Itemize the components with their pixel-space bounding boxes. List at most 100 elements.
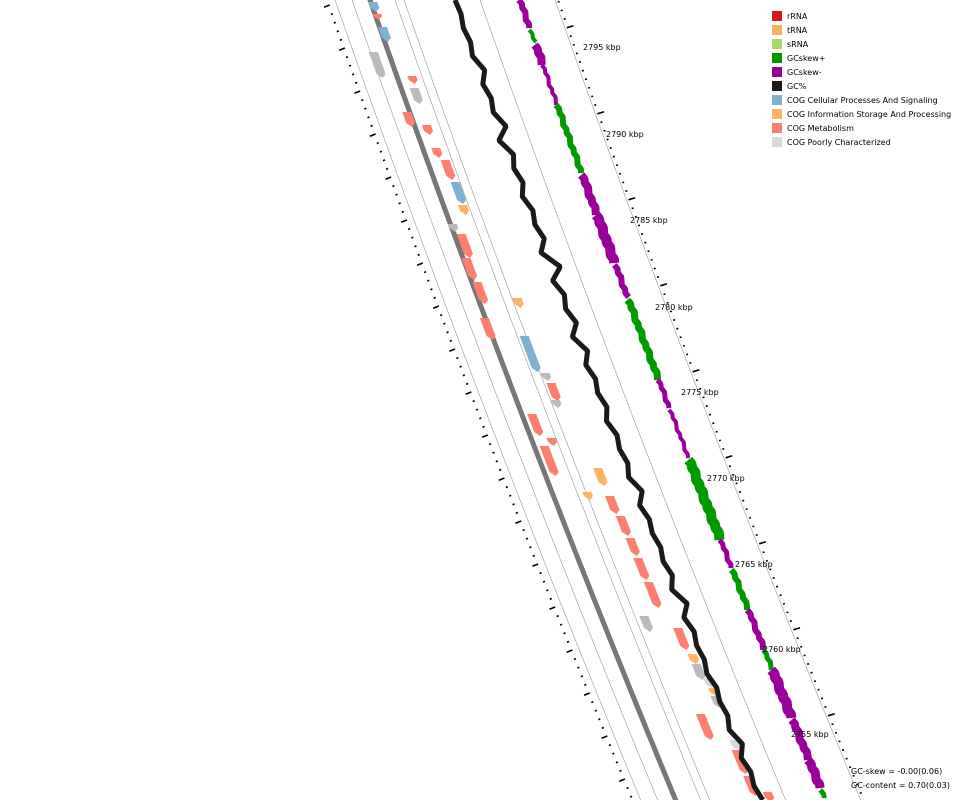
minor-tick	[601, 726, 605, 730]
legend-item-gcskew-minus: GCskew-	[772, 65, 951, 79]
minor-tick	[629, 795, 633, 798]
major-tick	[416, 262, 424, 267]
minor-tick	[482, 425, 485, 429]
minor-tick	[354, 81, 358, 85]
minor-tick	[367, 116, 370, 119]
minor-tick	[478, 417, 482, 420]
cog-feature	[633, 558, 650, 580]
tick-label: 2775 kbp	[681, 388, 719, 397]
legend-item-srna: sRNA	[772, 37, 951, 51]
gc-skew-negative	[717, 538, 734, 569]
legend-item-gcskew-plus: GCskew+	[772, 51, 951, 65]
minor-tick	[498, 468, 502, 472]
minor-tick	[398, 202, 401, 205]
legend: rRNA tRNA sRNA GCskew+ GCskew- GC% COG C…	[772, 9, 951, 149]
cog-feature	[512, 298, 524, 308]
gc-skew-negative	[516, 0, 533, 29]
minor-tick	[345, 55, 349, 59]
cog-feature	[615, 516, 632, 536]
minor-tick	[475, 408, 479, 411]
gc-content-track	[452, 0, 765, 800]
major-tick	[566, 25, 574, 29]
minor-tick	[492, 451, 495, 454]
guide-line	[351, 0, 658, 800]
cog-metabolism-swatch	[772, 123, 782, 133]
minor-tick	[566, 640, 570, 644]
cog-feature	[643, 582, 662, 608]
cog-feature	[550, 400, 562, 408]
major-tick	[449, 348, 456, 353]
cog-feature	[372, 14, 383, 20]
gc-skew-negative	[578, 172, 600, 216]
minor-tick	[505, 485, 509, 489]
major-tick	[432, 305, 440, 310]
legend-label: COG Metabolism	[787, 123, 854, 133]
major-tick	[369, 133, 376, 138]
cog-feature	[673, 628, 690, 650]
cog-feature	[762, 792, 775, 800]
backbone-line	[367, 0, 679, 800]
minor-tick	[360, 98, 364, 102]
major-tick	[758, 541, 767, 545]
cog-feature	[409, 88, 423, 104]
major-tick	[498, 477, 505, 482]
minor-tick	[472, 399, 475, 403]
legend-item-gc-percent: GC%	[772, 79, 951, 93]
cog-feature	[691, 664, 706, 680]
minor-tick	[580, 675, 584, 678]
tick-label: 2785 kbp	[630, 216, 668, 225]
cog-feature	[461, 258, 478, 280]
cog-feature	[695, 714, 714, 740]
minor-tick	[488, 442, 492, 446]
minor-tick	[573, 657, 577, 661]
cog-feature	[519, 336, 541, 372]
cog-feature	[479, 318, 496, 340]
major-tick	[566, 649, 573, 654]
cog-feature	[540, 373, 552, 381]
tick-label: 2790 kbp	[606, 130, 644, 139]
minor-tick	[348, 64, 352, 67]
cog-feature	[368, 52, 386, 78]
gc-skew-negative	[592, 211, 620, 264]
trna-swatch	[772, 25, 782, 35]
major-tick	[400, 219, 408, 224]
minor-tick	[430, 288, 433, 291]
cog-feature	[582, 492, 593, 500]
major-tick	[385, 176, 392, 181]
gc-skew-negative	[655, 378, 672, 409]
minor-tick	[615, 761, 619, 764]
minor-tick	[426, 279, 430, 282]
minor-tick	[433, 296, 436, 300]
major-tick	[354, 90, 361, 95]
gc-skew-positive	[553, 103, 585, 174]
minor-tick	[333, 21, 337, 24]
minor-tick	[619, 769, 622, 773]
outer-tick-marks	[557, 0, 862, 794]
minor-tick	[407, 227, 411, 231]
gc-percent-swatch	[772, 81, 782, 91]
major-tick	[692, 369, 700, 373]
tick-label: 2760 kbp	[763, 645, 801, 654]
minor-tick	[626, 786, 629, 790]
inner-tick-marks	[323, 4, 633, 798]
srna-swatch	[772, 39, 782, 49]
major-tick	[323, 4, 331, 9]
gc-content-stat: GC-content = 0.70(0.03)	[851, 781, 950, 790]
minor-tick	[532, 554, 536, 558]
cog-feature	[450, 182, 467, 204]
major-tick	[583, 692, 591, 697]
gc-skew-negative	[667, 408, 691, 459]
major-tick	[660, 283, 668, 287]
guide-line	[334, 0, 641, 800]
cog-feature	[421, 125, 434, 135]
minor-tick	[336, 30, 340, 33]
minor-tick	[539, 571, 542, 575]
minor-tick	[556, 614, 559, 618]
minor-tick	[439, 313, 443, 317]
gc-skew-negative	[531, 42, 546, 66]
minor-tick	[608, 743, 612, 747]
gc-skew-track	[516, 0, 827, 799]
gcskew-plus-swatch	[772, 53, 782, 63]
major-tick	[465, 391, 472, 396]
